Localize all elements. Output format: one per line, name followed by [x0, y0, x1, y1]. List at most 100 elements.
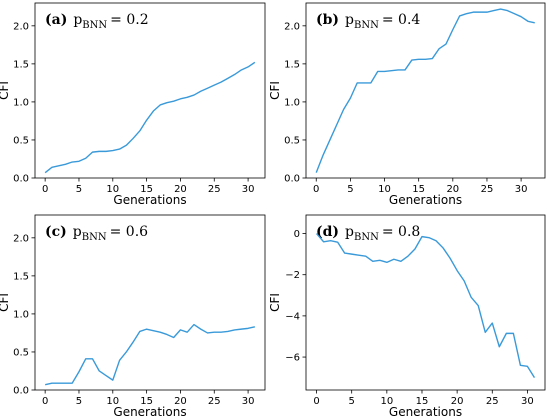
y-tick-label: 0.5 [13, 347, 29, 358]
data-point [200, 328, 202, 330]
panel-value: = 0.2 [110, 12, 148, 28]
data-point [207, 332, 209, 334]
data-point [425, 59, 427, 61]
data-point [432, 58, 434, 60]
y-tick-label: 0.5 [13, 135, 29, 146]
plot-frame [34, 214, 266, 391]
y-tick-label: 1.5 [13, 271, 29, 282]
data-point [193, 94, 195, 96]
y-tick-label: 1.0 [13, 309, 29, 320]
data-point [507, 10, 509, 12]
chart-panel-3: 0 5 10 15 20 25 30 0.0 0.5 1.0 1.5 2.0 Generations CF… [0, 214, 266, 419]
x-tick-label: 20 [446, 184, 459, 195]
data-point [520, 364, 522, 366]
data-point [491, 322, 493, 324]
data-point [428, 237, 430, 239]
panel-var-subscript: BNN [82, 20, 107, 31]
data-point [213, 331, 215, 333]
data-point [241, 328, 243, 330]
data-point [132, 341, 134, 343]
panel-title: (d) pBNN = 0.8 [316, 224, 420, 243]
y-tick-label: 1.5 [13, 59, 29, 70]
data-point [58, 382, 60, 384]
data-point [126, 144, 128, 146]
data-point [71, 161, 73, 163]
panel-var-subscript: BNN [354, 232, 379, 243]
data-point [227, 331, 229, 333]
x-tick-label: 5 [76, 396, 82, 407]
data-point [98, 370, 100, 372]
x-tick-label: 25 [481, 184, 494, 195]
y-tick-label: 0.0 [284, 174, 300, 185]
data-point [452, 29, 454, 31]
data-point [78, 371, 80, 373]
data-point [173, 337, 175, 339]
data-point [234, 74, 236, 76]
y-axis-label: CFI [268, 293, 282, 312]
data-point [365, 255, 367, 257]
y-axis-label: CFI [0, 81, 11, 100]
data-point [65, 164, 67, 166]
panel-title: (a) pBNN = 0.2 [45, 12, 149, 31]
panel-value: = 0.4 [382, 12, 421, 28]
data-point [254, 326, 256, 328]
data-point [58, 165, 60, 167]
data-point [180, 98, 182, 100]
data-point [44, 172, 46, 174]
data-point [139, 130, 141, 132]
y-tick-label: 2.0 [13, 21, 29, 32]
data-point [379, 259, 381, 261]
panel-value: = 0.8 [382, 224, 420, 240]
y-tick-label: 2.0 [284, 21, 300, 32]
data-point [513, 333, 515, 335]
x-tick-label: 25 [208, 184, 221, 195]
data-point [146, 119, 148, 121]
data-point [207, 87, 209, 89]
data-point [153, 110, 155, 112]
panel-title: (b) pBNN = 0.4 [316, 12, 420, 31]
data-point [493, 10, 495, 12]
data-point [391, 70, 393, 72]
data-point [449, 257, 451, 259]
plot-frame [305, 214, 546, 391]
data-point [315, 172, 317, 174]
data-point [456, 270, 458, 272]
x-tick-label: 30 [242, 184, 255, 195]
data-point [477, 305, 479, 307]
data-point [51, 382, 53, 384]
data-point [153, 330, 155, 332]
data-point [344, 252, 346, 254]
data-point [473, 11, 475, 13]
data-point [139, 331, 141, 333]
panel-var-subscript: BNN [82, 232, 107, 243]
panel-letter: (b) [316, 12, 339, 28]
data-point [112, 379, 114, 381]
data-point [397, 69, 399, 71]
y-tick-label: 2.0 [13, 233, 29, 244]
data-point [85, 157, 87, 159]
data-point [372, 261, 374, 263]
x-tick-label: 0 [313, 184, 319, 195]
data-point [356, 82, 358, 84]
data-point [119, 148, 121, 150]
y-tick-label: 0.0 [13, 174, 29, 185]
data-point [527, 20, 529, 22]
data-point [336, 124, 338, 126]
data-point [484, 332, 486, 334]
data-point [213, 84, 215, 86]
data-point [234, 329, 236, 331]
data-point [220, 331, 222, 333]
data-point [166, 334, 168, 336]
data-point [329, 139, 331, 141]
panel-letter: (a) [45, 12, 67, 28]
data-point [105, 375, 107, 377]
data-point [227, 78, 229, 80]
y-tick-label: 1.0 [284, 97, 300, 108]
data-point [186, 97, 188, 99]
x-tick-label: 30 [521, 396, 534, 407]
y-tick-label: 1.5 [284, 59, 300, 70]
data-point [358, 254, 360, 256]
x-tick-label: 5 [76, 184, 82, 195]
x-tick-label: 10 [106, 396, 119, 407]
y-tick-label: 0 [294, 229, 300, 240]
